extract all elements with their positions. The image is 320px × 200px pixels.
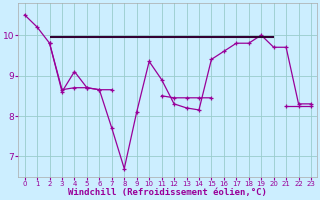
X-axis label: Windchill (Refroidissement éolien,°C): Windchill (Refroidissement éolien,°C)	[68, 188, 267, 197]
